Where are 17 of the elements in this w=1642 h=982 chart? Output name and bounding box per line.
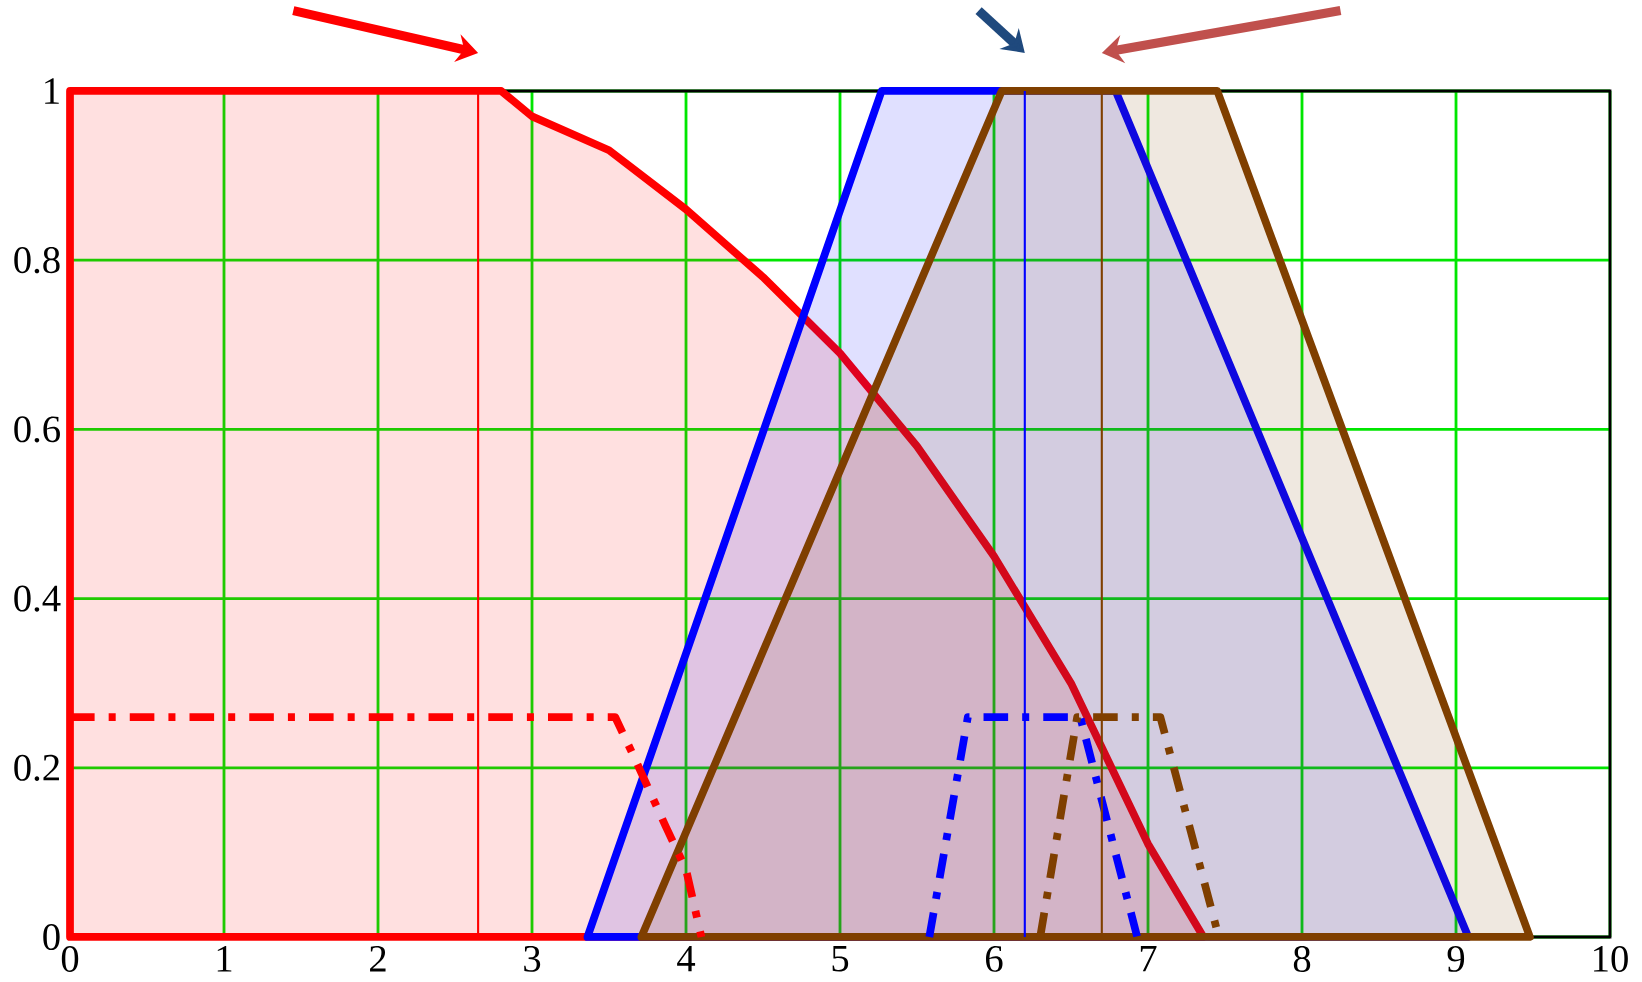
x-tick-label: 7 [1140,945,1157,972]
x-tick-label: 0 [61,945,79,972]
x-tick-label: 5 [832,945,849,972]
x-tick-label: 10 [1594,945,1628,972]
x-tick-label: 4 [677,945,696,972]
x-tick-label: 3 [524,945,541,972]
x-tick-label: 1 [217,945,232,972]
y-tick-label: 1 [45,78,59,104]
y-tick-label: 0.4 [14,585,61,612]
y-tick-label: 0.6 [14,416,60,443]
x-tick-label: 6 [986,945,1003,972]
y-tick-label: 0.8 [14,247,60,274]
y-tick-label: 0 [43,923,60,951]
y-tick-label: 0.2 [14,754,59,781]
x-tick-label: 2 [370,945,386,972]
x-tick-label: 8 [1293,945,1311,972]
x-tick-label: 9 [1447,945,1465,972]
